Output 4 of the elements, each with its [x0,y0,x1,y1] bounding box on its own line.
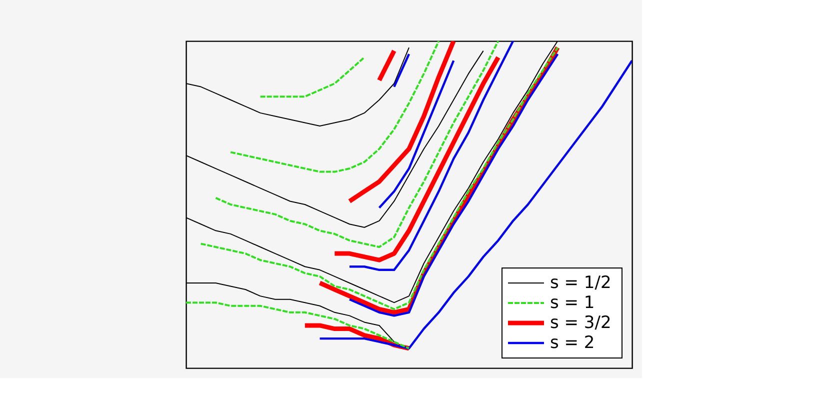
legend-label: s = 2 [550,333,595,353]
legend-label: s = 3/2 [550,313,612,333]
legend-label: s = 1/2 [550,273,612,293]
legend-label: s = 1 [550,293,595,313]
